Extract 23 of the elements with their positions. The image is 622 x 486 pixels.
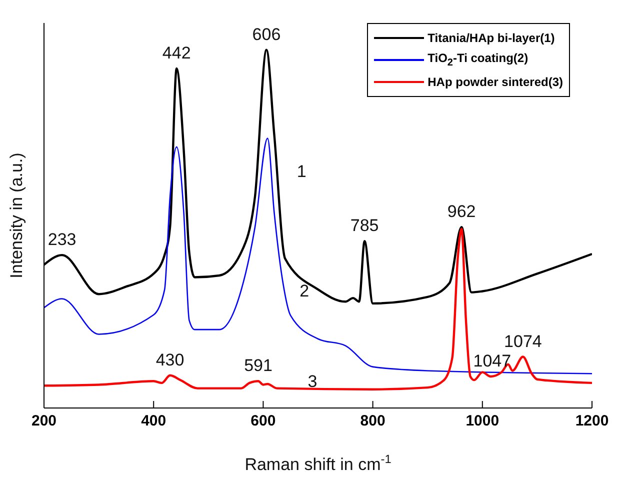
y-axis-title: Intensity in (a.u.)	[7, 152, 26, 278]
annotation: 962	[447, 202, 476, 222]
annotation: 430	[156, 350, 184, 370]
x-tick-label: 800	[360, 412, 386, 430]
legend-label: TiO$_{2}$-Ti coating(2)	[428, 51, 528, 69]
annotation: 1074	[504, 332, 542, 351]
annotation: 442	[162, 43, 191, 62]
annotation: 606	[252, 24, 281, 44]
annotation: 785	[350, 216, 379, 236]
annotation: 1047	[473, 351, 512, 370]
annotation: 3	[308, 372, 318, 391]
x-tick-label: 600	[250, 412, 276, 430]
legend-label: HAp powder sintered(3)	[428, 75, 563, 89]
annotation: 233	[48, 230, 76, 250]
annotation: 2	[300, 281, 310, 300]
annotation: 591	[244, 356, 272, 376]
x-tick-label: 200	[31, 412, 57, 430]
x-axis-title: Raman shift in cm$^{-1}$	[244, 452, 392, 474]
x-tick-label: 1000	[466, 412, 500, 430]
x-tick-label: 1200	[575, 412, 609, 430]
x-tick-label: 400	[141, 412, 166, 430]
annotation: 1	[296, 162, 306, 181]
legend-label: Titania/HAp bi-layer(1)	[428, 31, 555, 45]
